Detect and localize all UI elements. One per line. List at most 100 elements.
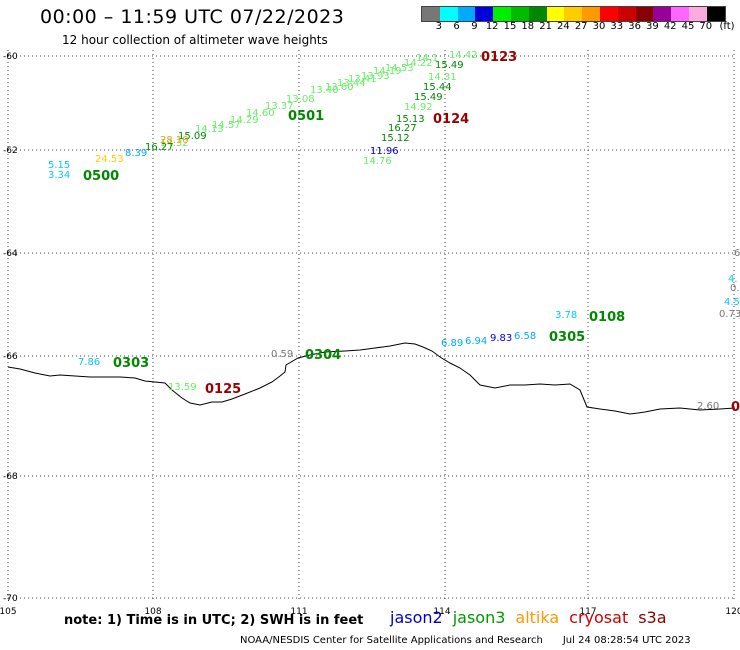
scale-label: 9 [471,21,478,32]
swh-value: 14.29 [230,115,259,126]
swh-value: 14.1 [416,53,438,64]
satellite-legend-item: cryosat [569,608,629,627]
track-label: 0500 [83,169,119,184]
swh-value: 4. [728,274,738,285]
swh-value: 0.59 [271,349,293,360]
map-grid [7,50,736,600]
scale-swatch [493,7,511,21]
scale-swatch [706,7,725,21]
swh-value: 15.13 [396,114,425,125]
scale-label: 15 [503,21,517,32]
swh-value: 5.15 [48,160,70,171]
swh-value: 8.39 [125,148,147,159]
scale-swatch [546,7,565,21]
swh-value: 6.58 [514,331,536,342]
track-label: 0124 [433,112,469,127]
y-tick-label: -64 [3,249,18,259]
y-tick-label: -68 [3,472,18,482]
scale-swatch [671,7,689,21]
credit-line: NOAA/NESDIS Center for Satellite Applica… [240,635,691,646]
map-title: 00:00 – 11:59 UTC 07/22/2023 [40,6,345,28]
scale-swatch [564,7,583,21]
swh-value: 9.83 [490,333,512,344]
swh-value: 0.73 [719,309,740,320]
swh-value: 13.08 [286,94,315,105]
track-label: 0304 [305,348,341,363]
swh-value: 14.32 [160,138,189,149]
swh-value: 2.60 [697,401,719,412]
x-tick-label: 105 [0,607,17,617]
swh-value: 13.41 [348,74,377,85]
swh-value: 11.96 [370,146,399,157]
swh-value: 14.60 [246,108,275,119]
satellite-legend-item: jason3 [452,608,506,627]
swh-value: 14.42 [449,50,478,61]
scale-label: 6 [453,21,460,32]
track-label: 0501 [288,109,324,124]
swh-value: 14.22 [404,58,433,69]
scale-swatch [475,7,494,21]
satellite-legend-item: s3a [638,608,667,627]
scale-label: 36 [628,21,641,32]
swh-value: 14.13 [195,124,224,135]
swh-value: 4.5 [724,297,740,308]
scale-swatch [439,7,458,21]
scale-swatch [688,7,707,21]
x-tick-label: 114 [433,607,450,617]
swh-value: 28.10 [160,135,189,146]
swh-value: 3.34 [48,170,70,181]
swh-value: 7.86 [78,357,100,368]
scale-label: 24 [557,21,570,32]
x-tick-label: 111 [290,607,307,617]
scale-label: 33 [610,21,624,32]
swh-value: 15.44 [423,82,452,93]
swh-value: 16.27 [388,123,417,134]
scale-swatch [582,7,600,21]
color-scale-labels: 3 6 9 12 15 18 21 24 27 30 33 36 39 42 45 70 (ft) [421,21,740,35]
track-label: 01 [731,400,740,415]
swh-value: 13.60 [325,82,354,93]
y-tick-label: -60 [3,52,18,62]
swh-value: 6 [734,248,740,259]
track-label: 0305 [549,330,585,345]
scale-label: 3 [435,21,442,32]
x-tick-label: 117 [579,607,596,617]
legend-note: note: 1) Time is in UTC; 2) SWH is in fe… [64,613,364,628]
swh-value: 15.09 [178,131,207,142]
swh-value: 13.93 [361,71,390,82]
swh-value: 14.19 [373,66,402,77]
scale-label: 45 [681,21,695,32]
map-subtitle: 12 hour collection of altimeter wave hei… [62,33,328,47]
x-tick-label: 120 [725,607,740,617]
track-label: 0123 [481,50,517,65]
track-label: 0108 [589,310,625,325]
scale-label: 21 [539,21,552,32]
swh-value: 14.57 [212,120,241,131]
scale-swatch [510,7,529,21]
swh-value: 14.76 [363,156,392,167]
swh-value: 3.78 [555,310,577,321]
scale-label: 27 [574,21,588,32]
swh-value: 13.37 [265,101,294,112]
credit-date: Jul 24 08:28:54 UTC 2023 [562,635,691,646]
swh-value: 16.27 [145,142,174,153]
scale-label: 70 [699,21,713,32]
swh-value: 14.31 [428,72,457,83]
y-tick-label: -70 [3,594,18,604]
satellite-legend-item: altika [515,608,560,627]
swh-value: 13.59 [168,382,197,393]
swh-value: 14.53 [385,63,414,74]
swh-value: 13.40 [310,85,339,96]
swh-value: 6.94 [465,336,487,347]
swh-value: 14.92 [404,102,433,113]
axis-labels: 105 108 111 114 117 120 -60 -62 -64 -66 -68 -70 [0,52,740,617]
credit-org: NOAA/NESDIS Center for Satellite Applica… [240,635,543,646]
track-label: 0125 [205,382,241,397]
scale-swatch [422,7,440,21]
satellite-legend: jason2 jason3 altika cryosat s3a [390,608,677,627]
y-tick-label: -66 [3,352,18,362]
scale-swatch [653,7,672,21]
swh-value: 6.89 [441,338,463,349]
scale-label: 39 [646,21,659,32]
